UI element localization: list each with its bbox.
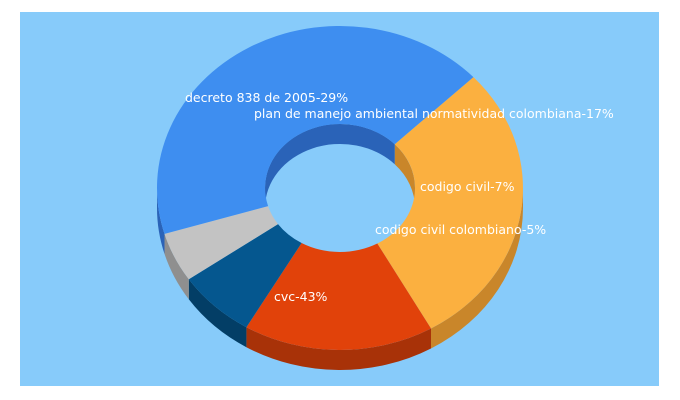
donut-top-layer (157, 25, 523, 350)
slice-side-1 (246, 327, 431, 370)
slice-codigo-civil (188, 224, 302, 328)
slice-inner-wall-4 (265, 123, 395, 208)
donut-side-layer (157, 188, 523, 370)
slice-label-plan-de-manejo: plan de manejo ambiental normatividad co… (254, 106, 614, 121)
slice-labels: decreto 838 de 2005-29% plan de manejo a… (185, 90, 614, 304)
slice-codigo-civil-colombiano (164, 206, 278, 280)
slice-side-4 (157, 188, 165, 254)
slice-side-0 (431, 188, 523, 349)
donut-inner-wall-layer (265, 123, 416, 208)
slice-plan-de-manejo-ambiental-normatividad-colombiana (246, 243, 431, 350)
slice-label-codigo-civil: codigo civil-7% (420, 179, 515, 194)
slice-side-2 (188, 279, 247, 348)
slice-inner-wall-0b (394, 144, 416, 208)
slice-label-cvc: cvc-43% (274, 289, 328, 304)
slice-label-codigo-civil-colombiano: codigo civil colombiano-5% (375, 222, 546, 237)
slice-cvc (157, 25, 474, 234)
slice-decreto-838-de-2005 (377, 77, 523, 329)
slice-side-3 (164, 233, 189, 300)
slice-label-decreto: decreto 838 de 2005-29% (185, 90, 348, 105)
